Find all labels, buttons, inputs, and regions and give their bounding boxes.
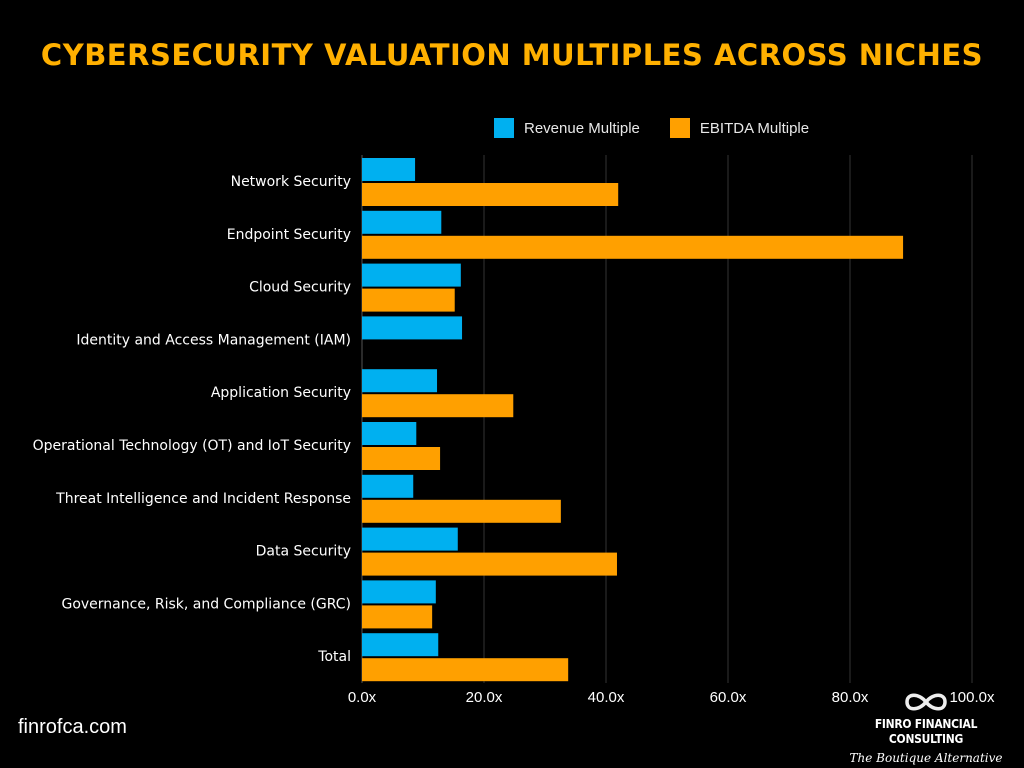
bar-revenue xyxy=(362,633,439,657)
bar-revenue xyxy=(362,263,461,287)
legend-swatch xyxy=(669,118,690,138)
bar-ebitda xyxy=(362,658,569,682)
finro-logo: FINRO FINANCIAL CONSULTING The Boutique … xyxy=(836,690,1016,765)
bar-revenue xyxy=(362,369,438,393)
brand-name: FINRO FINANCIAL CONSULTING xyxy=(874,716,978,746)
bar-ebitda xyxy=(362,235,904,259)
bar-ebitda xyxy=(362,552,617,576)
bar-ebitda xyxy=(362,183,619,206)
x-tick-label: 0.0x xyxy=(348,689,377,706)
bar-revenue xyxy=(362,316,463,340)
category-label: Endpoint Security xyxy=(227,227,351,243)
category-label: Governance, Risk, and Compliance (GRC) xyxy=(61,596,351,612)
bar-revenue xyxy=(362,210,442,234)
x-tick-label: 40.0x xyxy=(588,689,625,706)
bar-revenue xyxy=(362,422,417,445)
category-label: Cloud Security xyxy=(249,280,351,296)
chart-title: CYBERSECURITY VALUATION MULTIPLES ACROSS… xyxy=(40,38,984,72)
category-label: Identity and Access Management (IAM) xyxy=(76,332,351,348)
bar-ebitda xyxy=(362,605,433,629)
bar-revenue xyxy=(362,158,416,181)
category-label: Data Security xyxy=(256,544,351,560)
x-tick-label: 20.0x xyxy=(466,689,503,706)
legend-label: EBITDA Multiple xyxy=(699,119,810,137)
legend-item-ebitda: EBITDA Multiple xyxy=(669,118,810,138)
infinity-icon xyxy=(905,693,947,711)
website-link[interactable]: finrofca.com xyxy=(18,716,127,738)
bar-ebitda xyxy=(362,499,561,523)
x-tick-label: 60.0x xyxy=(710,689,747,706)
bar-ebitda xyxy=(362,394,514,418)
legend: Revenue Multiple EBITDA Multiple xyxy=(494,118,839,138)
bar-revenue xyxy=(362,474,414,498)
brand-tagline: The Boutique Alternative xyxy=(849,751,1003,765)
bar-ebitda xyxy=(362,447,441,470)
x-tick-label: 80.0x xyxy=(832,689,869,706)
category-label: Total xyxy=(317,649,351,665)
category-label: Threat Intelligence and Incident Respons… xyxy=(55,491,351,507)
bar-revenue xyxy=(362,527,458,551)
x-tick-label: 100.0x xyxy=(949,689,995,706)
legend-swatch xyxy=(494,118,514,138)
category-label: Operational Technology (OT) and IoT Secu… xyxy=(33,438,351,454)
category-label: Application Security xyxy=(211,385,351,401)
bar-revenue xyxy=(362,580,436,604)
legend-item-revenue: Revenue Multiple xyxy=(494,118,640,138)
bar-ebitda xyxy=(362,288,455,312)
category-label: Network Security xyxy=(231,174,351,190)
legend-label: Revenue Multiple xyxy=(524,119,640,137)
